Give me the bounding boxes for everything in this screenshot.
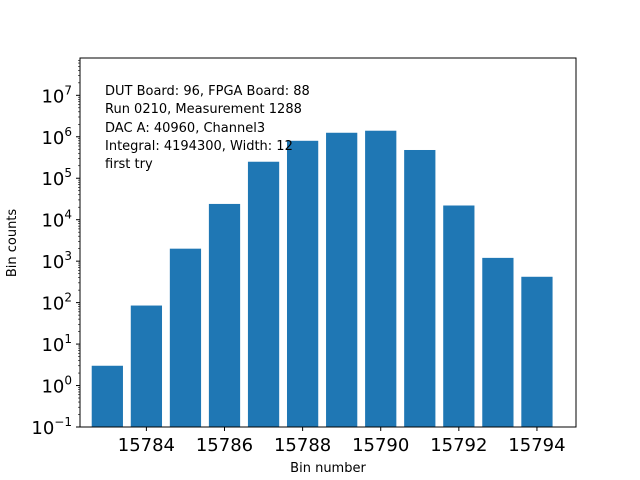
bar	[326, 132, 358, 427]
annotation-line: DAC A: 40960, Channel3	[105, 121, 265, 136]
y-tick-label: 104	[41, 208, 72, 232]
bar	[208, 203, 241, 427]
y-tick-label: 107	[41, 83, 72, 107]
annotation-line: first try	[105, 157, 153, 172]
bars-group	[91, 130, 553, 428]
bar	[286, 140, 319, 428]
bar	[130, 305, 163, 427]
x-tick-label: 15784	[118, 435, 175, 456]
y-tick-label: 101	[41, 332, 72, 356]
y-tick-label: 106	[41, 125, 72, 149]
x-tick-label: 15788	[274, 435, 331, 456]
bar	[247, 161, 280, 427]
bar	[169, 248, 202, 427]
annotation-line: Integral: 4194300, Width: 12	[105, 139, 293, 154]
x-tick-label: 15790	[352, 435, 409, 456]
bar	[521, 276, 553, 427]
annotation-line: Run 0210, Measurement 1288	[105, 102, 302, 117]
y-tick-label: 105	[41, 166, 72, 190]
x-tick-label: 15792	[430, 435, 487, 456]
y-tick-label: 102	[41, 291, 72, 315]
x-tick-label: 15794	[508, 435, 565, 456]
bar	[365, 130, 397, 427]
x-axis-label: Bin number	[290, 461, 366, 476]
y-tick-label: 10−1	[31, 415, 72, 439]
y-axis: 10−1 100 101 102 103 104 105 106 107	[31, 59, 80, 439]
bar	[443, 205, 475, 427]
x-tick-label: 15786	[196, 435, 253, 456]
x-axis: 15784 15786 15788 15790 15792 15794	[118, 427, 566, 456]
plot-frame	[79, 57, 577, 428]
bar	[91, 365, 123, 427]
bar	[482, 257, 514, 427]
annotation-block: DUT Board: 96, FPGA Board: 88 Run 0210, …	[105, 84, 310, 172]
y-axis-label: Bin counts	[5, 209, 20, 278]
annotation-line: DUT Board: 96, FPGA Board: 88	[105, 84, 310, 99]
y-tick-label: 100	[41, 374, 72, 398]
y-tick-label: 103	[41, 249, 72, 273]
bar	[404, 149, 436, 427]
